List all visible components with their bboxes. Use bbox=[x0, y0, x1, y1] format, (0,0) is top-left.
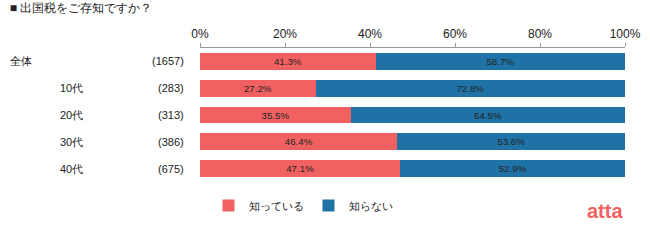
svg-text:(1657): (1657) bbox=[152, 55, 184, 67]
svg-text:20%: 20% bbox=[273, 27, 297, 41]
svg-text:知らない: 知らない bbox=[349, 200, 393, 212]
svg-text:(283): (283) bbox=[158, 82, 184, 94]
svg-text:64.5%: 64.5% bbox=[474, 110, 502, 121]
svg-text:72.8%: 72.8% bbox=[456, 83, 484, 94]
svg-text:52.9%: 52.9% bbox=[499, 163, 527, 174]
svg-text:30代: 30代 bbox=[60, 136, 83, 148]
svg-text:20代: 20代 bbox=[60, 109, 83, 121]
svg-text:80%: 80% bbox=[528, 27, 552, 41]
svg-text:(386): (386) bbox=[158, 136, 184, 148]
svg-text:53.6%: 53.6% bbox=[497, 136, 525, 147]
svg-text:(313): (313) bbox=[158, 109, 184, 121]
svg-text:(675): (675) bbox=[158, 163, 184, 175]
svg-text:知っている: 知っている bbox=[249, 200, 304, 212]
svg-text:35.5%: 35.5% bbox=[262, 110, 290, 121]
svg-text:全体: 全体 bbox=[10, 55, 32, 67]
svg-text:47.1%: 47.1% bbox=[286, 163, 314, 174]
svg-text:40代: 40代 bbox=[60, 163, 83, 175]
svg-text:0%: 0% bbox=[191, 27, 209, 41]
svg-text:46.4%: 46.4% bbox=[285, 136, 313, 147]
svg-text:100%: 100% bbox=[610, 27, 641, 41]
svg-text:41.3%: 41.3% bbox=[274, 56, 302, 67]
svg-text:60%: 60% bbox=[443, 27, 467, 41]
svg-text:atta: atta bbox=[587, 200, 623, 222]
svg-text:58.7%: 58.7% bbox=[486, 56, 514, 67]
svg-text:27.2%: 27.2% bbox=[244, 83, 272, 94]
svg-text:■ 出国税をご存知ですか？: ■ 出国税をご存知ですか？ bbox=[10, 1, 153, 15]
svg-text:10代: 10代 bbox=[60, 82, 83, 94]
svg-text:40%: 40% bbox=[358, 27, 382, 41]
